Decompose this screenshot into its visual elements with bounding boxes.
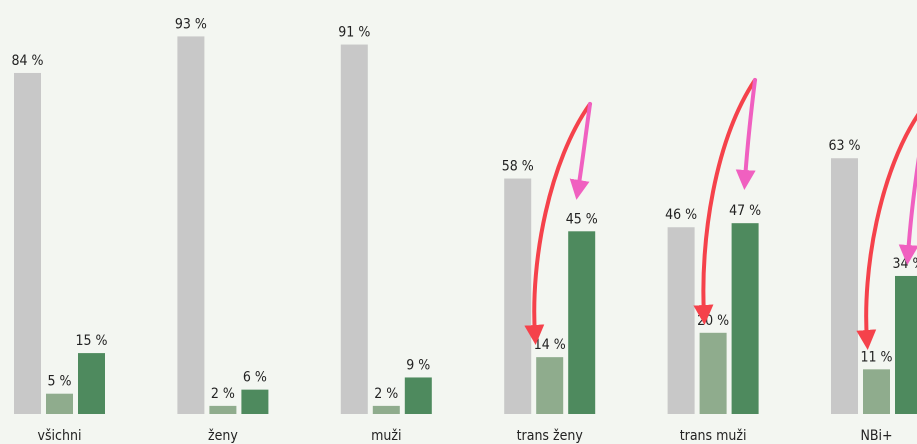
- bar: [372, 405, 400, 414]
- bar: [46, 393, 73, 414]
- bar: [78, 353, 105, 414]
- data-label: 58 %: [502, 159, 534, 175]
- bar: [863, 369, 890, 414]
- data-label: 2 %: [211, 386, 235, 402]
- x-tick-label: muži: [371, 428, 401, 444]
- bar: [209, 405, 237, 414]
- x-tick-label: trans ženy: [517, 428, 584, 444]
- data-label: 14 %: [534, 337, 566, 353]
- bar: [340, 44, 368, 414]
- data-label: 45 %: [566, 211, 598, 227]
- bar: [731, 223, 759, 414]
- bar: [241, 389, 269, 414]
- x-tick-label: trans muži: [680, 428, 747, 444]
- bar: [699, 332, 727, 414]
- data-label: 84 %: [12, 53, 44, 69]
- data-label: 34 %: [893, 256, 917, 272]
- bar: [177, 36, 205, 415]
- bar: [667, 227, 695, 414]
- bar: [831, 158, 858, 414]
- bar: [14, 72, 41, 415]
- data-label: 9 %: [406, 357, 430, 373]
- data-label: 2 %: [374, 386, 398, 402]
- bar: [568, 231, 596, 414]
- x-tick-label: všichni: [38, 428, 82, 444]
- data-label: 11 %: [861, 349, 893, 365]
- data-label: 15 %: [76, 333, 108, 349]
- data-label: 5 %: [48, 374, 72, 390]
- data-label: 93 %: [175, 16, 207, 32]
- bar: [895, 275, 917, 414]
- arrow: [898, 156, 917, 265]
- data-label: 47 %: [729, 203, 761, 219]
- data-label: 46 %: [665, 207, 697, 223]
- bar: [536, 357, 564, 414]
- x-tick-label: ženy: [208, 428, 238, 444]
- data-label: 91 %: [338, 25, 370, 41]
- arrow: [693, 78, 757, 325]
- data-label: 6 %: [243, 370, 267, 386]
- arrow: [856, 112, 917, 350]
- data-label: 63 %: [829, 138, 861, 154]
- arrow: [569, 102, 592, 200]
- bar: [404, 377, 432, 414]
- bar: [504, 178, 532, 414]
- arrow: [524, 102, 592, 345]
- arrow: [735, 78, 757, 190]
- x-tick-label: NBi+: [860, 428, 892, 444]
- annotation-arrows: [524, 78, 917, 350]
- data-label: 20 %: [697, 313, 729, 329]
- bars: 84 % 5 % 15 % všichni 93 % 2 % 6 % ženy 91 % 2 % 9…: [12, 16, 917, 444]
